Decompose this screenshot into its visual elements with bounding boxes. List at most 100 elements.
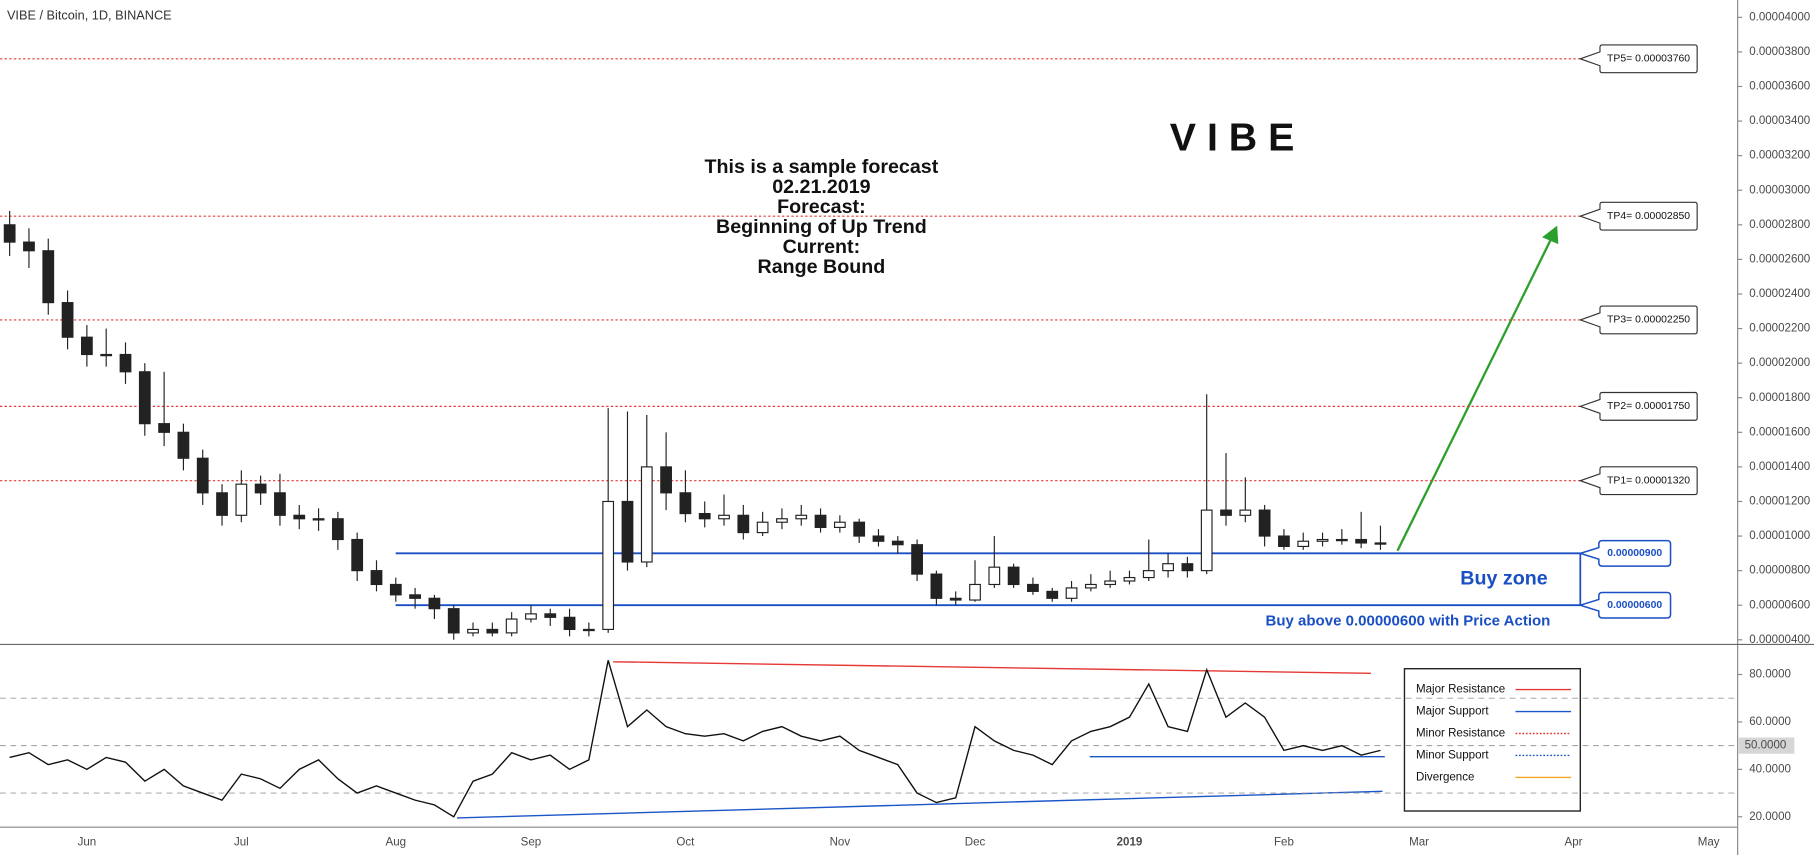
candle-body bbox=[216, 492, 228, 516]
candle-body bbox=[370, 570, 383, 586]
target-label: TP3= 0.00002250 bbox=[1607, 315, 1690, 326]
zone-title: Buy zone bbox=[1460, 567, 1547, 589]
y-tick-label: 0.00001400 bbox=[1749, 461, 1810, 473]
zone-label: 0.00000600 bbox=[1607, 600, 1662, 611]
x-tick-label: Mar bbox=[1409, 836, 1429, 848]
candle-body bbox=[293, 514, 306, 520]
rsi-support-line bbox=[456, 790, 1383, 819]
legend-label: Divergence bbox=[1416, 772, 1474, 784]
candle-body bbox=[1123, 576, 1136, 582]
candle-body bbox=[1200, 509, 1213, 572]
candle-body bbox=[100, 353, 113, 357]
y-tick-label: 0.00001600 bbox=[1749, 426, 1810, 438]
y-tick-label: 0.00001800 bbox=[1749, 392, 1810, 404]
forecast-text: Range Bound bbox=[758, 256, 886, 278]
x-tick-label: May bbox=[1698, 836, 1720, 848]
target-label: TP2= 0.00001750 bbox=[1607, 401, 1690, 412]
x-tick-label: Sep bbox=[521, 836, 542, 848]
x-tick-label: Feb bbox=[1274, 836, 1294, 848]
candle-body bbox=[1316, 538, 1329, 542]
candle-body bbox=[660, 466, 672, 494]
rsi-line bbox=[9, 660, 1381, 818]
y-tick-label: 20.0000 bbox=[1749, 811, 1791, 823]
candle-body bbox=[949, 597, 962, 601]
candle-body bbox=[447, 608, 460, 634]
candle-body bbox=[196, 457, 209, 494]
forecast-text: This is a sample forecast bbox=[704, 156, 938, 178]
symbol-title: V I B E bbox=[1170, 115, 1295, 159]
rsi-resistance-line bbox=[613, 661, 1371, 675]
candle-body bbox=[930, 573, 943, 599]
y-tick-label: 0.00002600 bbox=[1749, 253, 1810, 265]
legend-label: Major Support bbox=[1416, 706, 1489, 718]
candle-body bbox=[698, 512, 711, 520]
x-tick-label: Aug bbox=[386, 836, 407, 848]
candle-body bbox=[235, 483, 248, 516]
target-label-box bbox=[1578, 391, 1698, 421]
legend-box bbox=[1403, 668, 1582, 812]
candle-body bbox=[1007, 566, 1020, 586]
y-tick-label: 0.00001200 bbox=[1749, 496, 1810, 508]
candle-body bbox=[1104, 580, 1117, 586]
candle-body bbox=[833, 521, 846, 528]
candle-body bbox=[158, 423, 170, 433]
legend-label: Minor Support bbox=[1416, 750, 1489, 762]
target-label-box bbox=[1578, 305, 1698, 335]
candle-body bbox=[795, 514, 808, 520]
y-tick-label: 0.00003000 bbox=[1749, 184, 1810, 196]
forecast-text: Beginning of Up Trend bbox=[716, 216, 927, 238]
target-label: TP4= 0.00002850 bbox=[1607, 211, 1690, 222]
x-tick-label: Jun bbox=[78, 836, 97, 848]
candle-body bbox=[1084, 583, 1097, 589]
candle-body bbox=[138, 371, 151, 425]
y-tick-label: 0.00000600 bbox=[1749, 599, 1810, 611]
candle-body bbox=[756, 521, 769, 534]
y-tick-label: 40.0000 bbox=[1749, 763, 1791, 775]
candle-body bbox=[177, 431, 190, 459]
candle-body bbox=[331, 518, 344, 541]
candle-body bbox=[853, 521, 866, 537]
candle-body bbox=[42, 250, 55, 304]
candle-body bbox=[582, 628, 595, 632]
candle-body bbox=[563, 616, 576, 631]
candle-body bbox=[640, 466, 653, 563]
target-label: TP5= 0.00003760 bbox=[1607, 54, 1690, 65]
candle-body bbox=[872, 535, 885, 542]
candle-body bbox=[1162, 563, 1174, 572]
candle-body bbox=[679, 492, 692, 515]
candle-body bbox=[351, 538, 364, 572]
y-tick-label: 0.00002200 bbox=[1749, 323, 1810, 335]
candle-body bbox=[1065, 587, 1078, 599]
y-tick-label: 0.00002800 bbox=[1749, 219, 1810, 231]
target-label-box bbox=[1578, 466, 1698, 496]
legend-label: Major Resistance bbox=[1416, 684, 1505, 696]
x-tick-label: 2019 bbox=[1117, 836, 1143, 848]
chart-header: VIBE / Bitcoin, 1D, BINANCE bbox=[7, 8, 172, 23]
highlighted-tick-label: 50.0000 bbox=[1745, 740, 1787, 752]
y-tick-label: 0.00002400 bbox=[1749, 288, 1810, 300]
candle-body bbox=[1142, 570, 1155, 579]
candle-body bbox=[1258, 509, 1271, 537]
candle-body bbox=[776, 518, 788, 523]
candle-body bbox=[602, 500, 615, 631]
candle-body bbox=[80, 336, 93, 356]
forecast-text: Forecast: bbox=[777, 196, 865, 218]
forecast-arrow-head bbox=[1542, 225, 1559, 245]
candle-body bbox=[718, 514, 730, 520]
candle-body bbox=[621, 500, 634, 563]
candle-body bbox=[1278, 535, 1290, 548]
x-tick-label: Apr bbox=[1565, 836, 1583, 848]
candle-body bbox=[61, 302, 74, 338]
candle-body bbox=[525, 613, 537, 620]
candle-body bbox=[467, 628, 479, 634]
candle-body bbox=[891, 540, 904, 546]
zone-label-box bbox=[1577, 591, 1672, 619]
legend-label: Minor Resistance bbox=[1416, 728, 1505, 740]
candle-body bbox=[1027, 583, 1039, 592]
candle-body bbox=[911, 544, 923, 575]
candle-body bbox=[409, 594, 421, 599]
y-tick-label: 0.00003800 bbox=[1749, 46, 1810, 58]
forecast-text: 02.21.2019 bbox=[772, 176, 870, 198]
x-tick-label: Dec bbox=[965, 836, 986, 848]
